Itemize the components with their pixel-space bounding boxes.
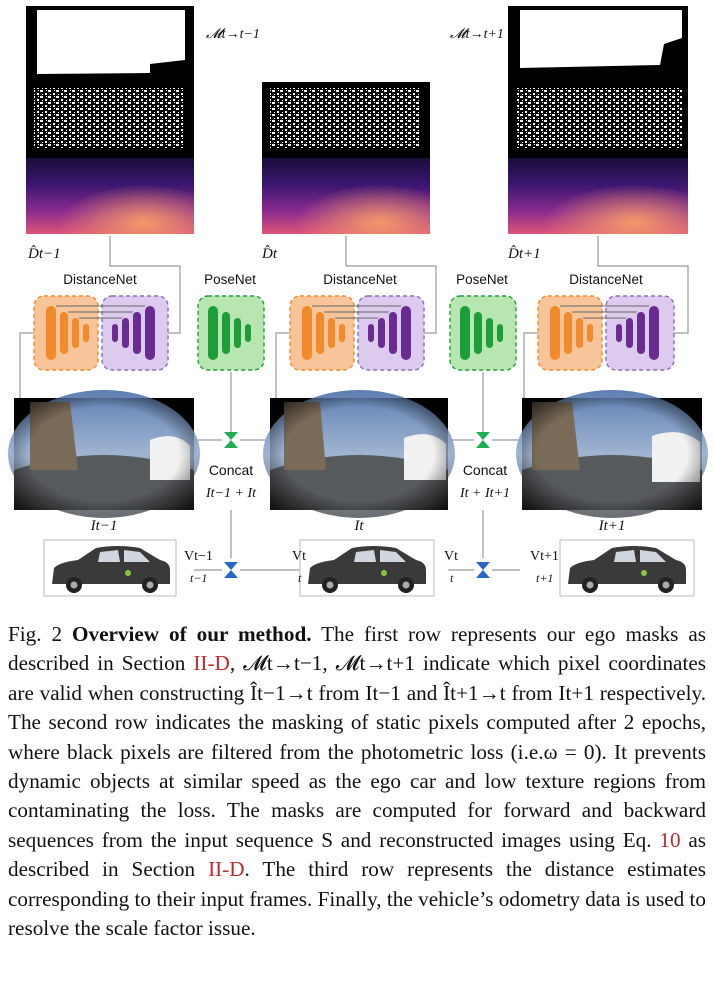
concat-icon-left [224, 432, 238, 448]
velocity-label-prev: Vt−1 [184, 549, 213, 564]
caption-text-1: The first row represents our ego masks a… [8, 622, 707, 676]
distancenet-label-left: DistanceNet [63, 272, 137, 287]
column-prev [26, 6, 194, 234]
posenet-label-left: PoseNet [204, 272, 256, 287]
distancenet-right [537, 295, 675, 371]
distancenet-mid [289, 295, 425, 371]
figure-caption: Fig. 2 Overview of our method. The first… [8, 620, 706, 943]
time-label-curr2: t [450, 571, 454, 585]
column-next [508, 6, 688, 234]
frame-curr [263, 390, 455, 518]
caption-text-4: . The third row represents the distance … [8, 857, 707, 941]
velocity-label-curr2: Vt [444, 549, 458, 564]
distancenet-label-mid: DistanceNet [323, 272, 397, 287]
section-reference-link-2[interactable]: II-D [208, 857, 245, 882]
posenet-left [197, 295, 265, 371]
depth-label-curr: D̂t [261, 246, 278, 262]
time-label-curr: t [298, 571, 302, 585]
caption-text-3: as described in Section [8, 827, 706, 882]
frame-label-prev: It−1 [90, 518, 118, 534]
decoder-to-depth-connectors [109, 236, 689, 334]
figure-number: Fig. 2 [8, 622, 63, 646]
mask-label-prev: 𝓜t→t−1 [206, 27, 260, 42]
caption-title: Overview of our method. [72, 622, 312, 646]
concat-sub-right: It + It+1 [459, 486, 510, 501]
concat-title-right: Concat [463, 462, 507, 478]
vehicle-card-prev [43, 539, 177, 597]
posenet-right [449, 295, 517, 371]
caption-text-2: , 𝓜t→t−1, 𝓜t→t+1 indicate which pixel co… [8, 651, 706, 852]
distancenet-label-right: DistanceNet [569, 272, 643, 287]
distancenet-left [33, 295, 169, 371]
frame-next [516, 390, 708, 518]
concat-title-left: Concat [209, 462, 253, 478]
posenet-label-right: PoseNet [456, 272, 508, 287]
image-to-net-connectors [19, 332, 538, 571]
concat-icon-right [476, 432, 490, 448]
concat-sub-left: It−1 + It [205, 486, 257, 501]
mask-label-next: 𝓜t→t+1 [450, 27, 504, 42]
depth-label-prev: D̂t−1 [27, 246, 61, 262]
section-reference-link[interactable]: II-D [193, 651, 230, 676]
velocity-icon-right [476, 562, 490, 578]
depth-label-next: D̂t+1 [507, 246, 541, 262]
overview-figure: 𝓜t→t−1 𝓜t→t+1 D̂t−1 D̂t D̂t+1 DistanceNe… [8, 6, 708, 597]
column-curr [262, 82, 430, 234]
velocity-label-next: Vt+1 [530, 549, 559, 564]
time-label-next: t+1 [536, 571, 553, 585]
vehicle-card-next [559, 539, 695, 597]
frame-label-curr: It [353, 518, 364, 534]
frame-label-next: It+1 [598, 518, 626, 534]
time-label-prev: t−1 [190, 571, 207, 585]
vehicle-card-curr [299, 539, 435, 597]
frame-prev [8, 390, 200, 518]
velocity-label-curr: Vt [292, 549, 306, 564]
equation-reference-link[interactable]: 10 [659, 827, 681, 852]
velocity-icon-left [224, 562, 238, 578]
